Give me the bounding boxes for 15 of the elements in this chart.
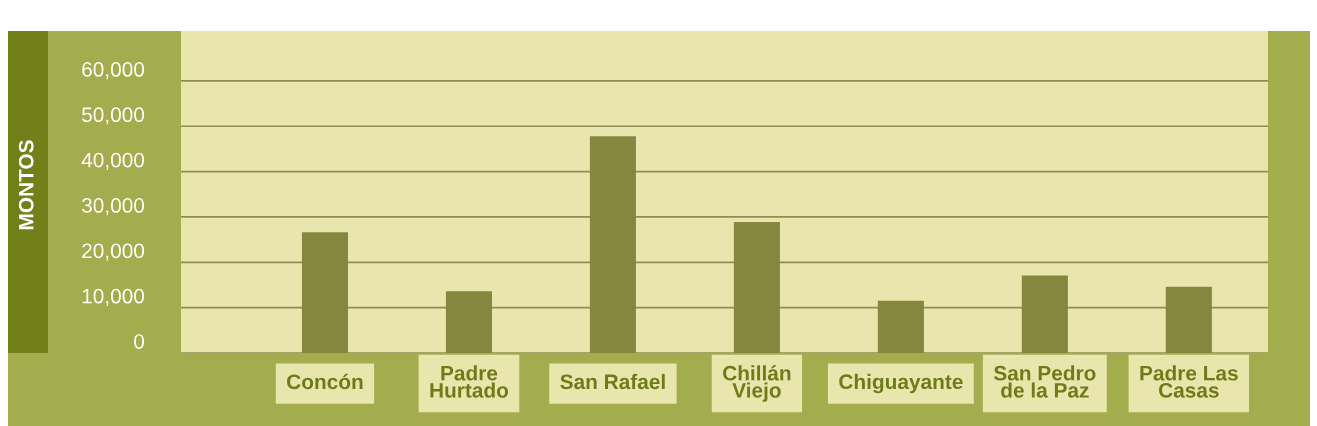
y-tick-label: 20,000 <box>82 243 145 261</box>
x-tick-label: Concón <box>287 373 363 390</box>
y-tick-label: 40,000 <box>81 152 145 170</box>
y-tick-label: 60,000 <box>82 62 145 80</box>
y-axis-title: MONTOS <box>18 140 34 230</box>
x-tick-label: Chillán Viejo <box>723 365 791 402</box>
x-tick-label: Chiguayante <box>839 373 963 394</box>
x-tick-label: Padre Las Casas <box>1140 365 1238 398</box>
y-tick-label: 30,000 <box>81 198 145 216</box>
x-tick-label: San Pedro de la Paz <box>993 365 1096 398</box>
y-tick-label: 10,000 <box>82 288 145 306</box>
x-tick-label: San Rafael <box>560 373 665 390</box>
x-tick-label: Padre Hurtado <box>430 365 509 398</box>
y-tick-label: 0 <box>134 334 145 349</box>
y-tick-label: 50,000 <box>82 107 145 125</box>
